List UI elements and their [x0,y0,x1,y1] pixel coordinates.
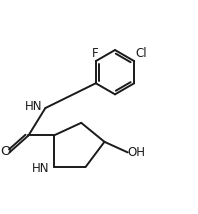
Text: OH: OH [128,146,146,159]
Text: O: O [0,145,10,158]
Text: F: F [91,47,98,59]
Text: HN: HN [32,162,50,175]
Text: Cl: Cl [136,47,147,59]
Text: HN: HN [25,100,43,113]
